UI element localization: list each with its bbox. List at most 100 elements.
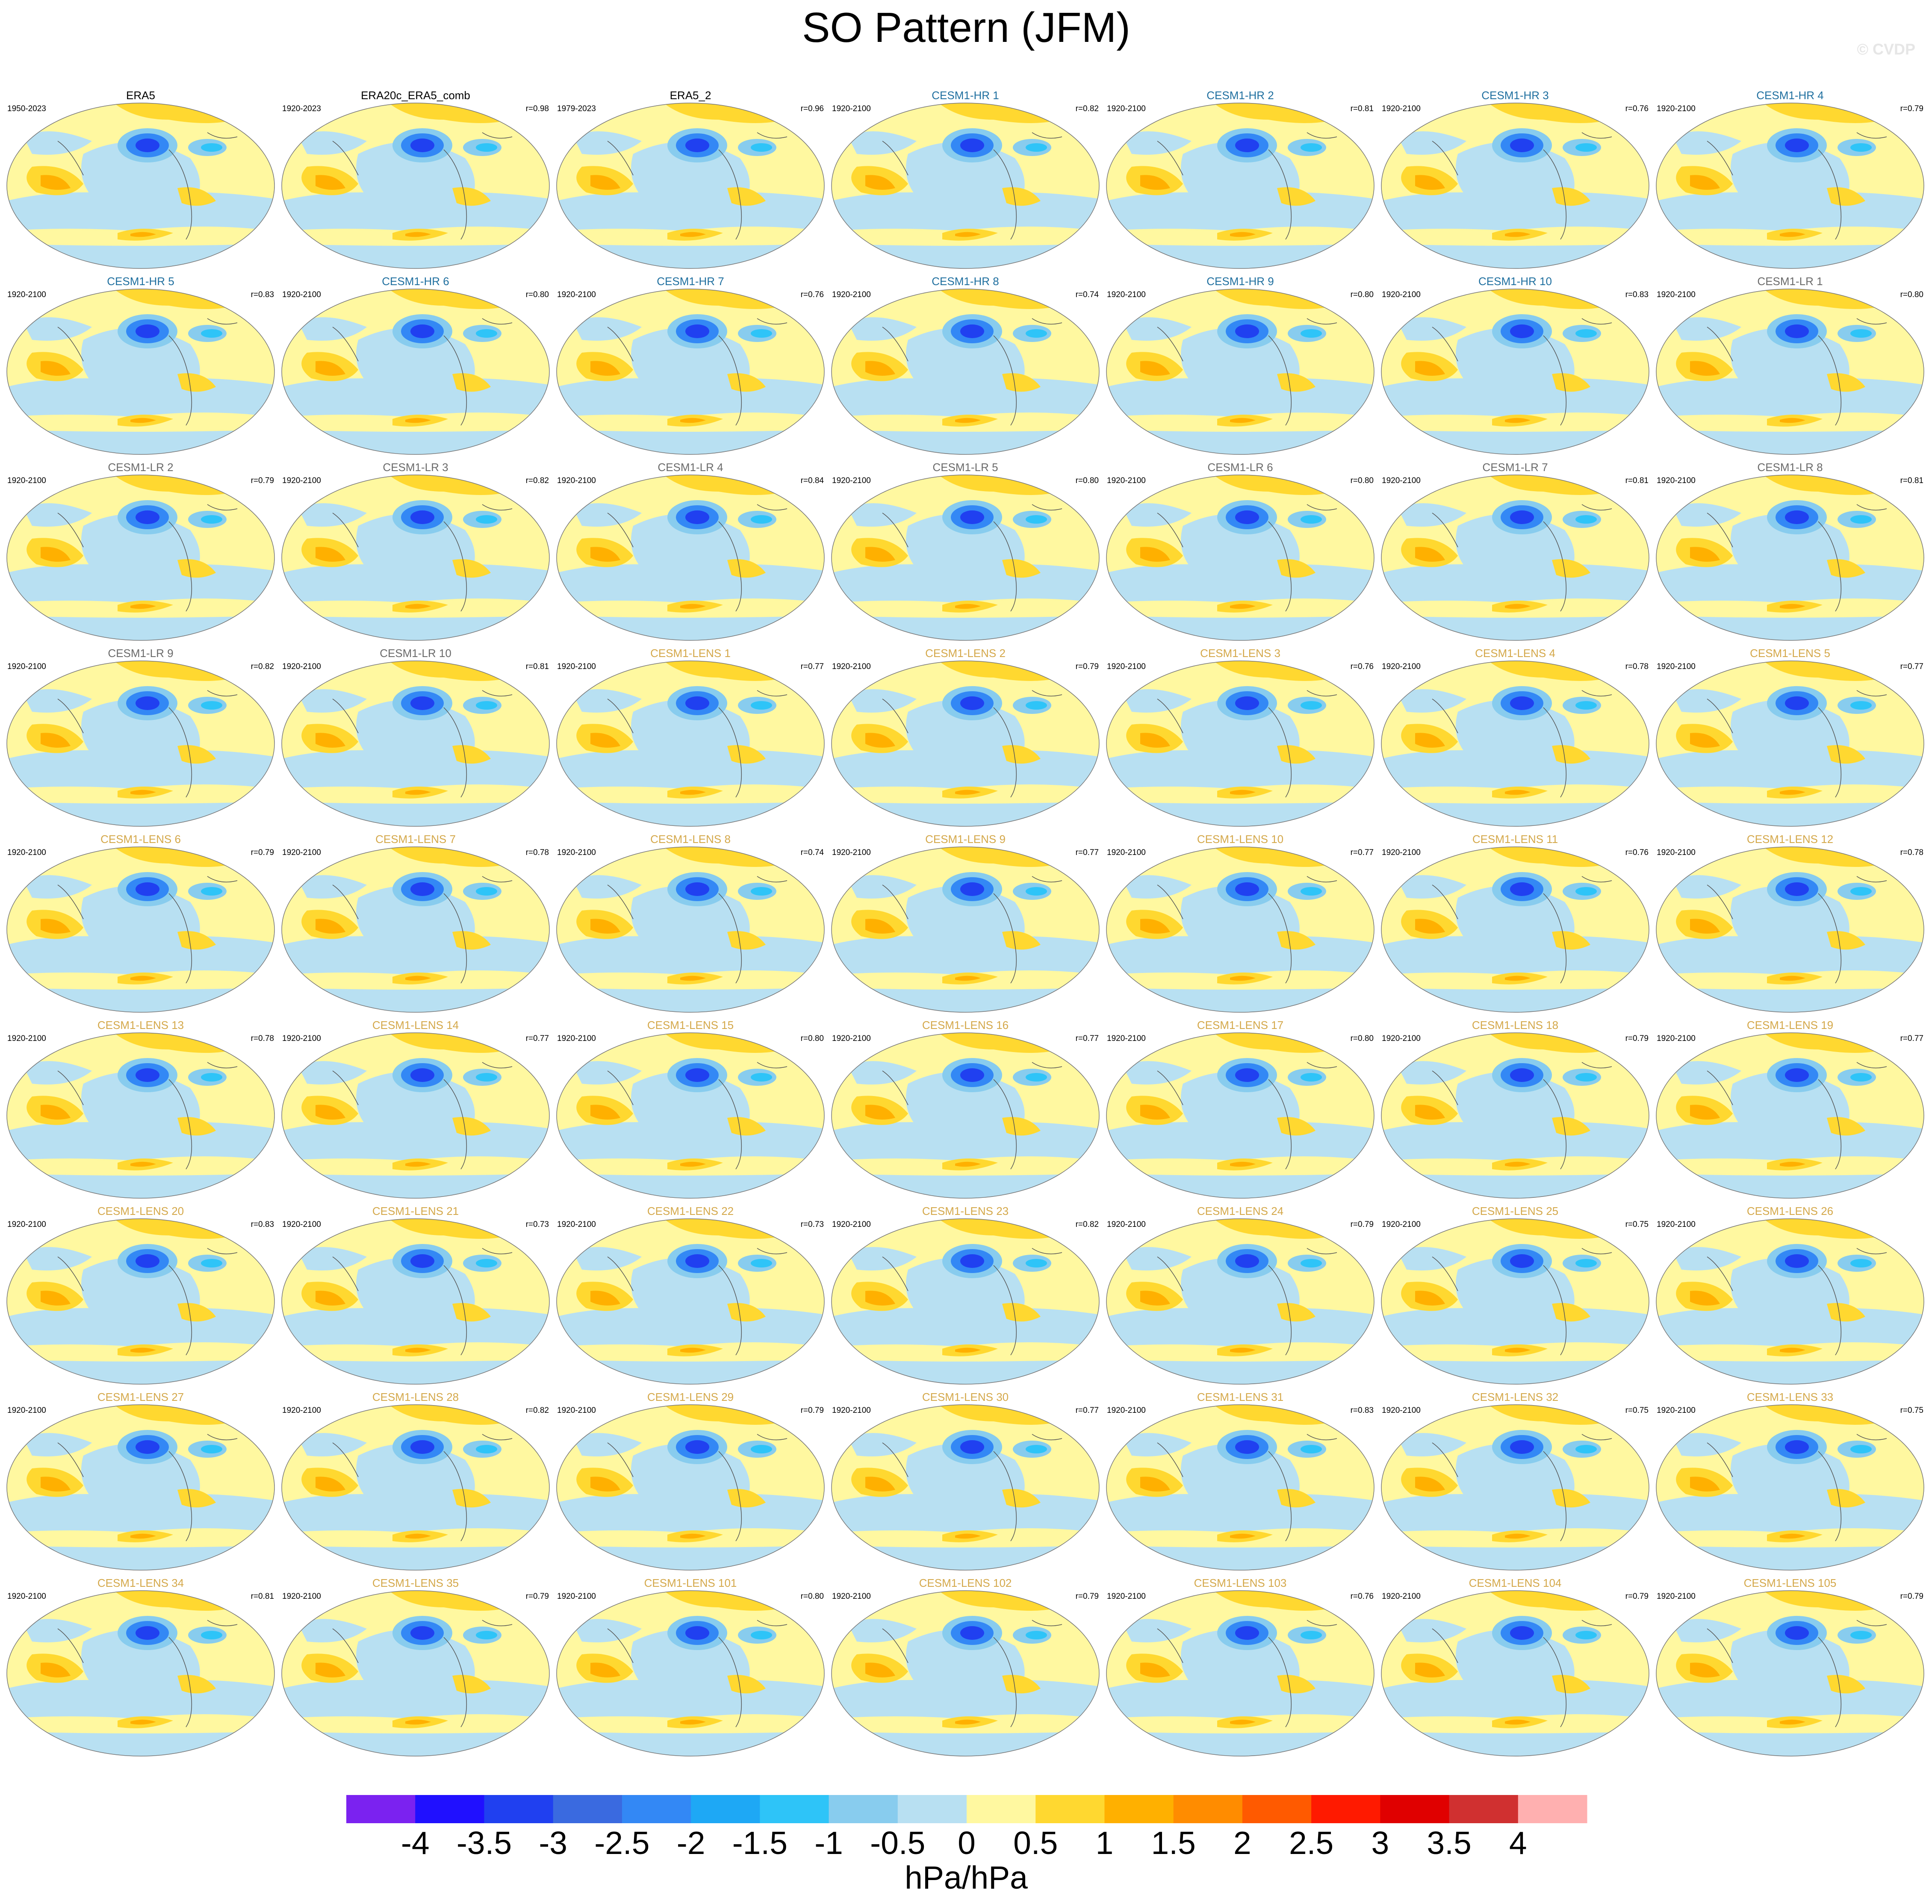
map-panel [831, 288, 1100, 455]
panel-r: r=0.74 [1076, 290, 1099, 299]
panel-title: CESM1-LENS 10 [1197, 833, 1283, 846]
map-panel [281, 1032, 550, 1199]
panel-title: CESM1-LR 7 [1482, 461, 1548, 474]
panel-r: r=0.80 [801, 1034, 824, 1043]
map-panel [1381, 1032, 1649, 1199]
map-panel [1381, 1403, 1649, 1571]
map-panel [556, 1032, 825, 1199]
panel-period: 1920-2100 [832, 1220, 871, 1229]
panel-period: 1920-2100 [1382, 1220, 1421, 1229]
panel-r: r=0.76 [1351, 1592, 1374, 1601]
colorbar-swatch [415, 1795, 484, 1823]
panel-title: CESM1-LENS 104 [1469, 1577, 1562, 1589]
panel-r: r=0.77 [1900, 662, 1923, 671]
panel-title: ERA5 [126, 89, 155, 102]
panel-title: CESM1-LENS 1 [650, 647, 731, 660]
panel-title: CESM1-LENS 4 [1475, 647, 1555, 660]
panel-period: 1920-2100 [1107, 1220, 1146, 1229]
panel-r: r=0.82 [1076, 1220, 1099, 1229]
panel-period: 1920-2100 [282, 1220, 321, 1229]
panel-period: 1920-2100 [557, 1592, 596, 1601]
panel-period: 1920-2100 [1382, 104, 1421, 113]
panel-r: r=0.77 [1076, 1034, 1099, 1043]
colorbar-tick-label: -3 [539, 1825, 567, 1861]
panel-period: 1920-2100 [282, 662, 321, 671]
colorbar-tick-label: -1.5 [732, 1825, 788, 1861]
colorbar-tick-label: 3 [1371, 1825, 1389, 1861]
map-panel [1106, 1032, 1375, 1199]
panel-title: CESM1-LENS 23 [922, 1205, 1009, 1217]
colorbar-tick-label: -4 [401, 1825, 430, 1861]
panel-r: r=0.80 [1351, 476, 1374, 485]
panel-period: 1920-2100 [282, 848, 321, 857]
panel-title: CESM1-LENS 6 [100, 833, 181, 846]
colorbar-swatch [1173, 1795, 1243, 1823]
map-panel [831, 1217, 1100, 1385]
panel-r: r=0.78 [1900, 848, 1923, 857]
panel-period: 1920-2100 [832, 662, 871, 671]
map-panel [6, 1589, 275, 1757]
panel-period: 1920-2100 [1382, 662, 1421, 671]
panel-title: CESM1-LENS 27 [97, 1391, 184, 1403]
colorbar-tick-label: -1 [814, 1825, 843, 1861]
map-panel [1656, 1217, 1924, 1385]
panel-title: CESM1-HR 8 [932, 275, 999, 288]
panel-title: CESM1-LENS 13 [97, 1019, 184, 1032]
panel-period: 1920-2100 [1107, 1034, 1146, 1043]
panel-period: 1920-2100 [1657, 1034, 1696, 1043]
panel-r: r=0.77 [526, 1034, 549, 1043]
panel-title: CESM1-HR 1 [932, 89, 999, 102]
map-panel [556, 288, 825, 455]
panel-period: 1920-2100 [1657, 290, 1696, 299]
panel-r: r=0.81 [526, 662, 549, 671]
panel-title: CESM1-LENS 30 [922, 1391, 1009, 1403]
panel-period: 1920-2100 [557, 1406, 596, 1415]
panel-period: 1920-2100 [1657, 1220, 1696, 1229]
panel-period: 1920-2100 [557, 1034, 596, 1043]
panel-period: 1920-2100 [282, 1406, 321, 1415]
watermark: © CVDP [1857, 41, 1915, 58]
map-panel [1656, 288, 1924, 455]
panel-period: 1920-2100 [7, 1220, 46, 1229]
panel-title: CESM1-LR 3 [383, 461, 448, 474]
colorbar-swatch [1104, 1795, 1174, 1823]
panel-r: r=0.79 [1900, 104, 1923, 113]
colorbar-swatch [1035, 1795, 1105, 1823]
map-panel [1106, 1589, 1375, 1757]
panel-title: CESM1-LR 10 [380, 647, 451, 660]
map-panel [1656, 1403, 1924, 1571]
panel-period: 1950-2023 [7, 104, 46, 113]
colorbar-swatch [1380, 1795, 1450, 1823]
colorbar-tick-label: 1 [1096, 1825, 1114, 1861]
panel-period: 1920-2100 [7, 848, 46, 857]
colorbar-swatch [829, 1795, 898, 1823]
panel-title: CESM1-LENS 17 [1197, 1019, 1283, 1032]
panel-r: r=0.82 [251, 662, 274, 671]
map-panel [6, 1403, 275, 1571]
panel-period: 1920-2100 [7, 1406, 46, 1415]
panel-period: 1920-2100 [832, 1406, 871, 1415]
panel-r: r=0.83 [1351, 1406, 1374, 1415]
map-panel [6, 474, 275, 641]
map-panel [556, 846, 825, 1013]
panel-r: r=0.96 [801, 104, 824, 113]
panel-title: CESM1-LR 4 [658, 461, 723, 474]
panel-period: 1920-2100 [1107, 476, 1146, 485]
panel-title: CESM1-LENS 31 [1197, 1391, 1283, 1403]
map-panel [1106, 288, 1375, 455]
panel-title: CESM1-LENS 16 [922, 1019, 1009, 1032]
panel-title: ERA5_2 [670, 89, 711, 102]
panel-title: CESM1-LENS 28 [372, 1391, 459, 1403]
panel-title: CESM1-LENS 19 [1747, 1019, 1833, 1032]
map-panel [1656, 102, 1924, 269]
colorbar-swatch [897, 1795, 967, 1823]
map-panel [1381, 846, 1649, 1013]
panel-period: 1920-2100 [282, 476, 321, 485]
panel-r: r=0.76 [1351, 662, 1374, 671]
panel-title: CESM1-LENS 8 [650, 833, 731, 846]
map-panel [556, 102, 825, 269]
panel-r: r=0.79 [801, 1406, 824, 1415]
panel-period: 1920-2100 [557, 290, 596, 299]
colorbar-label: hPa/hPa [905, 1860, 1028, 1895]
colorbar-swatch [967, 1795, 1036, 1823]
